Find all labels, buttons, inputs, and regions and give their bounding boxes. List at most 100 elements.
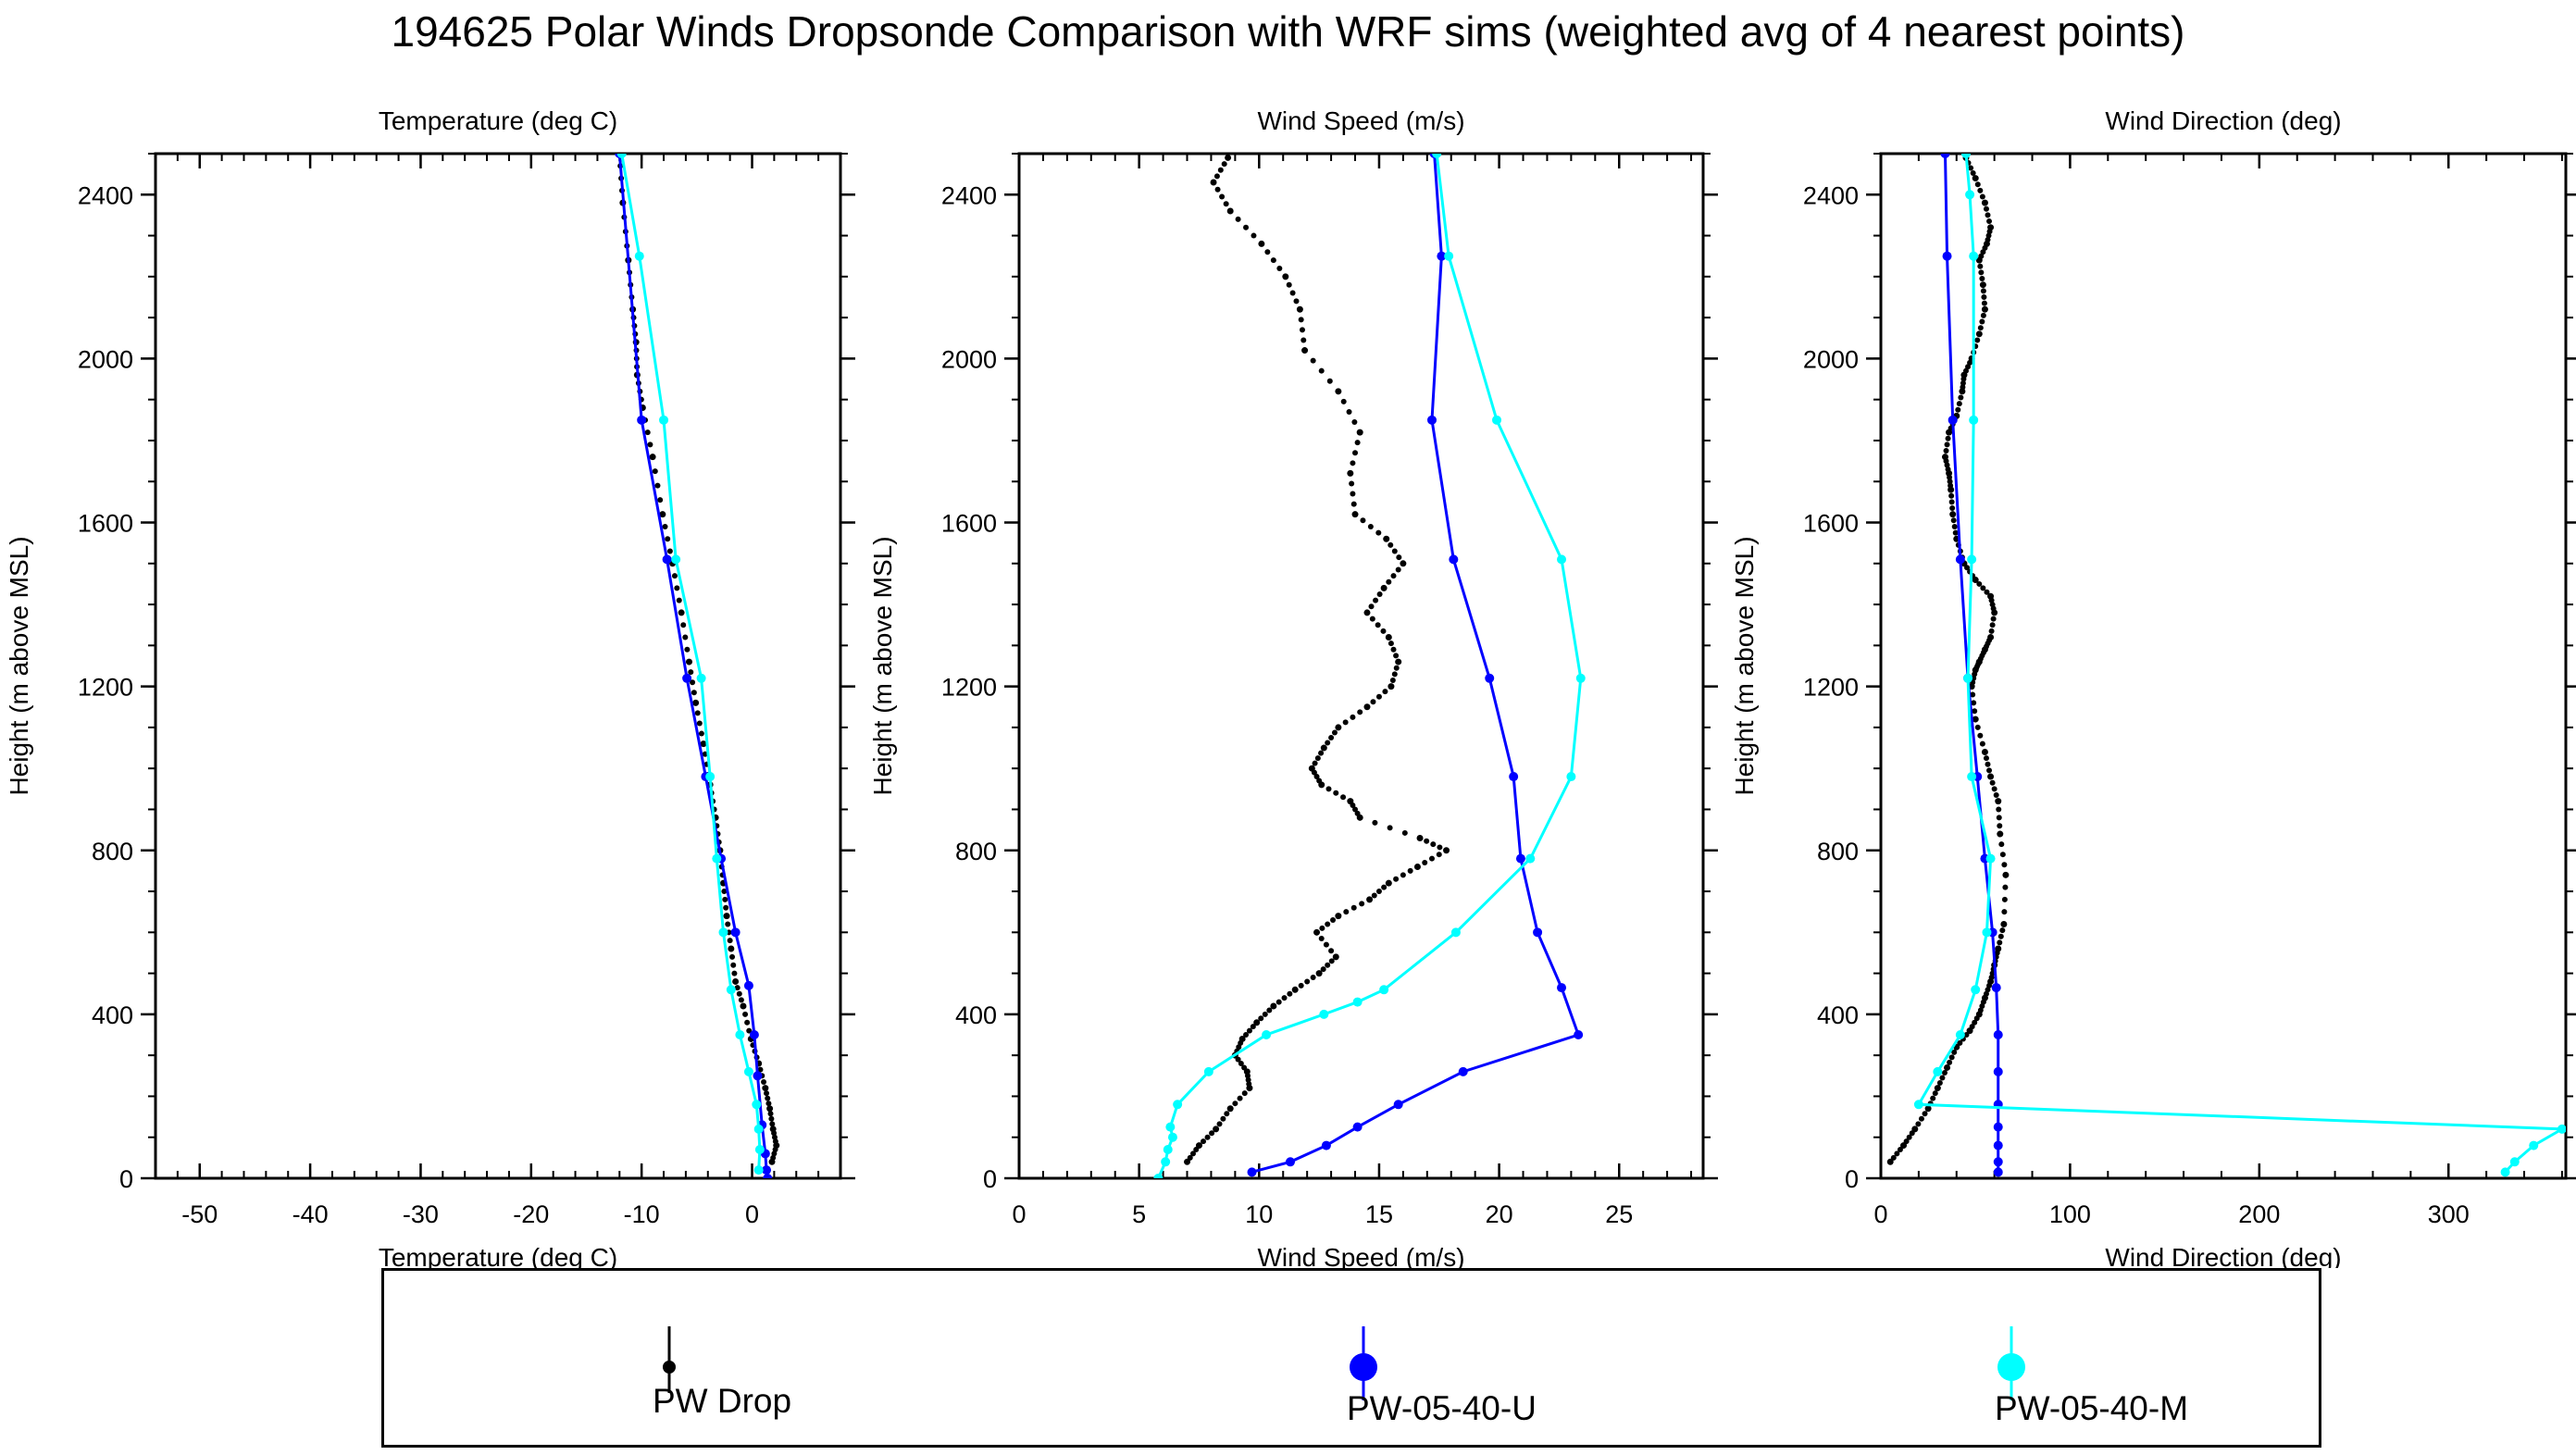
x-tick-label: 15 [1365,1200,1393,1228]
data-point-pw-drop [1318,367,1325,374]
data-point-pw-drop [1375,693,1382,700]
data-point-pw-drop [1383,535,1390,542]
data-point-pw-drop [696,720,703,727]
data-point-pw-drop [1915,1121,1922,1127]
data-point-pw-05-40-u [1437,251,1447,261]
data-point-pw-drop [1342,719,1349,726]
data-point-pw-05-40-m [752,1100,762,1110]
data-point-pw-05-40-u [1533,927,1543,938]
data-point-pw-drop [1328,734,1335,740]
x-tick-label: 200 [2238,1200,2280,1228]
data-point-pw-drop [1997,823,2003,829]
data-point-pw-drop [1349,480,1355,487]
x-tick-label: -30 [403,1200,439,1228]
data-point-pw-05-40-m [753,1124,764,1134]
data-point-pw-drop [1235,216,1241,222]
x-axis-label: Wind Speed (m/s) [1257,1243,1464,1268]
data-point-pw-drop [1971,700,1977,706]
data-point-pw-drop [654,482,661,489]
y-tick-label: 800 [1817,838,1859,865]
data-point-pw-05-40-m [1492,415,1502,425]
data-point-pw-drop [746,1027,753,1034]
x-axis-label: Wind Direction (deg) [2105,1243,2341,1268]
data-point-pw-drop [1998,841,2005,848]
data-point-pw-drop [1213,1125,1220,1133]
data-point-pw-drop [1948,492,1955,499]
data-point-pw-drop [1987,592,1995,600]
y-tick-label: 2000 [941,345,997,373]
data-point-pw-drop [1371,892,1377,899]
data-point-pw-drop [1413,863,1421,870]
data-point-pw-05-40-m [1444,251,1454,261]
data-point-pw-drop [740,1002,747,1010]
data-point-pw-drop [1328,948,1335,954]
data-point-pw-05-40-u [1993,1167,2003,1177]
data-point-pw-drop [1340,794,1347,801]
data-point-pw-05-40-m [634,251,644,261]
y-tick-label: 1200 [941,674,997,702]
data-point-pw-drop [1894,1150,1900,1157]
data-point-pw-drop [2002,871,2010,878]
y-tick-label: 0 [119,1165,133,1193]
series-group [615,154,780,1178]
data-point-pw-drop [1979,193,1985,200]
data-point-pw-drop [1977,187,1984,193]
data-point-pw-drop [1238,1061,1244,1067]
data-point-pw-drop [1376,591,1383,598]
data-point-pw-05-40-m [753,1165,764,1175]
data-point-pw-05-40-u [1993,1157,2003,1167]
data-point-pw-drop [1388,541,1394,548]
data-point-pw-drop [1363,703,1371,711]
data-point-pw-drop [1995,945,2002,952]
data-point-pw-drop [1219,193,1226,200]
data-point-pw-drop [1382,689,1388,695]
data-point-pw-drop [1258,240,1265,247]
data-point-pw-drop [1250,1024,1256,1030]
data-point-pw-drop [702,751,708,757]
data-point-pw-drop [1972,715,1979,723]
data-point-pw-drop [723,904,729,911]
data-point-pw-drop [1293,298,1300,305]
y-tick-label: 1600 [941,510,997,538]
legend-label-pw-05-40-m: PW-05-40-M [1995,1389,2189,1427]
data-point-pw-drop [1890,1154,1897,1161]
data-point-pw-05-40-m [1163,1145,1173,1155]
data-point-pw-drop [1955,406,1961,413]
data-point-pw-drop [1232,1101,1238,1107]
data-point-pw-drop [1241,1064,1248,1071]
data-point-pw-drop [1947,479,1953,485]
data-point-pw-drop [1983,755,1989,762]
data-point-pw-05-40-u [1955,554,1965,565]
data-point-pw-05-40-m [1557,554,1567,565]
data-point-pw-drop [1330,917,1337,924]
data-point-pw-drop [1328,958,1335,964]
series-line-pw-05-40-u [1251,154,1581,1174]
data-point-pw-drop [2001,862,2008,868]
data-point-pw-drop [1352,806,1359,813]
data-point-pw-drop [769,1125,777,1133]
data-point-pw-drop [1986,218,1993,225]
data-point-pw-drop [685,658,692,665]
legend-marker-pw-drop [663,1326,676,1393]
data-point-pw-drop [1922,1111,1928,1117]
data-point-pw-drop [1354,440,1361,446]
data-point-pw-05-40-u [1515,853,1525,864]
data-point-pw-drop [1266,1007,1273,1014]
data-point-pw-drop [1375,622,1381,628]
data-point-pw-drop [1401,829,1408,836]
data-point-pw-drop [1243,224,1250,230]
data-point-pw-drop [659,511,666,518]
data-point-pw-drop [692,699,700,706]
data-point-pw-drop [1262,1011,1268,1017]
data-point-pw-drop [727,938,733,944]
data-point-pw-drop [1264,249,1271,255]
data-point-pw-drop [1388,640,1394,647]
data-point-pw-05-40-m [2557,1124,2566,1134]
legend-marker-pw-05-40-u [1350,1326,1377,1400]
y-tick-label: 800 [92,838,133,865]
data-point-pw-drop [1997,830,2004,838]
data-point-pw-drop [1976,580,1983,587]
data-point-pw-drop [1201,1138,1207,1145]
data-point-pw-drop [1407,867,1413,874]
data-point-pw-05-40-u [1352,1122,1363,1132]
